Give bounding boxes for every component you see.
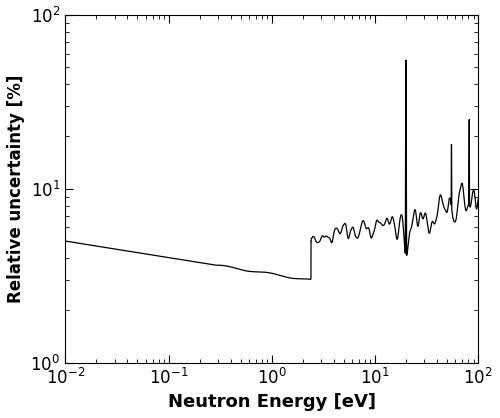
Y-axis label: Relative uncertainty [%]: Relative uncertainty [%] — [7, 74, 25, 303]
X-axis label: Neutron Energy [eV]: Neutron Energy [eV] — [168, 393, 376, 411]
